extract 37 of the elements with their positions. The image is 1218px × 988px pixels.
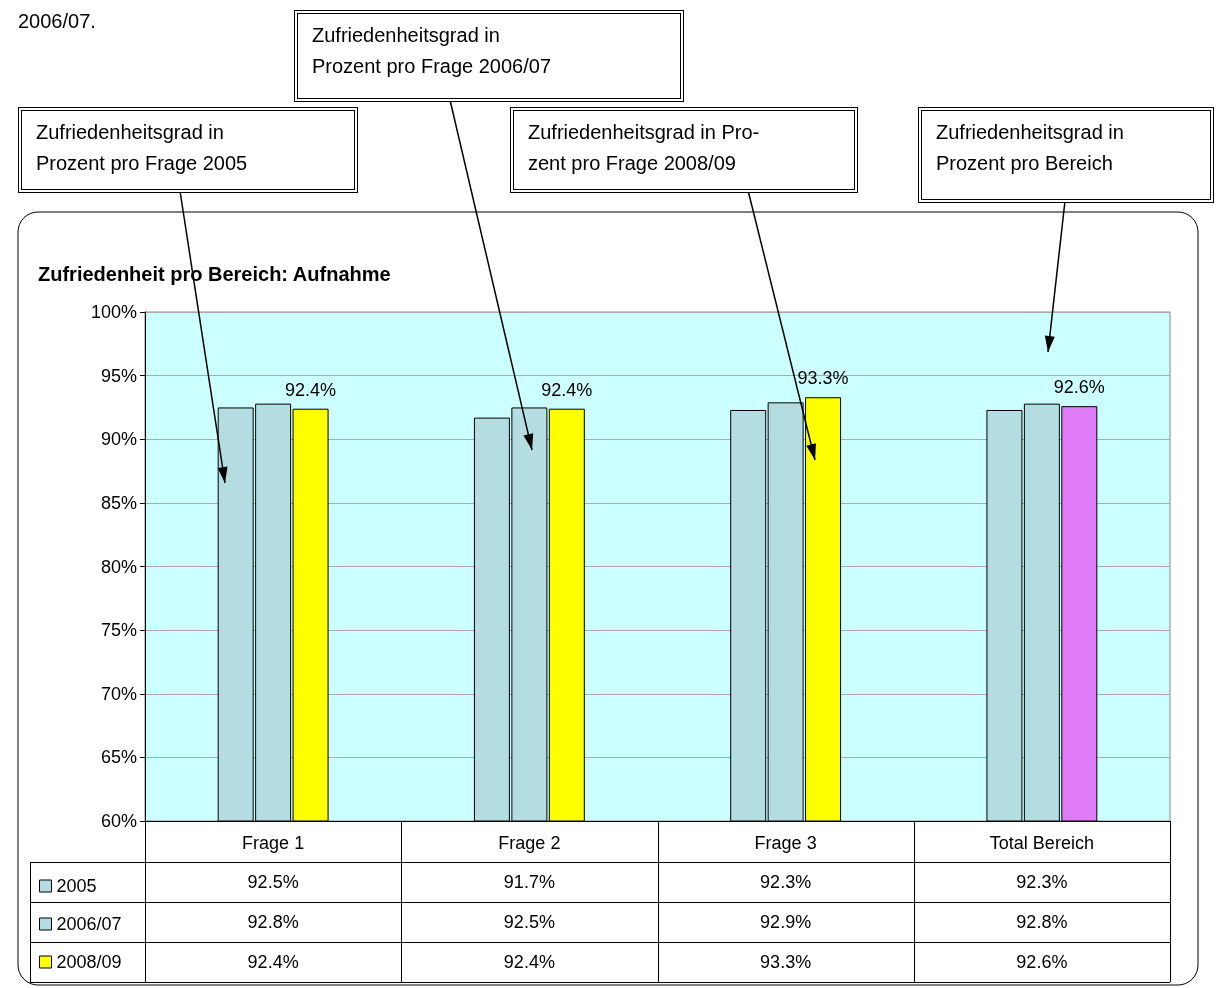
text: 92.6%	[1053, 377, 1105, 398]
y-tick-label: 80%	[100, 556, 137, 577]
legend-label: 2008/09	[56, 952, 122, 972]
text: 92.4%	[541, 379, 593, 400]
text: 92.4%	[285, 379, 337, 400]
text: 2006/07.	[18, 9, 96, 34]
text: 93.3%	[797, 368, 849, 389]
data-label: 92.8%	[247, 912, 299, 932]
data-label: 92.8%	[1016, 912, 1068, 932]
data-label: 91.7%	[503, 872, 555, 892]
y-tick-label: 85%	[100, 492, 137, 513]
data-label: 92.5%	[247, 872, 299, 892]
legend-label: 2006/07	[56, 914, 122, 934]
text: Zufriedenheitsgrad in Prozent pro Bereich	[918, 107, 1214, 203]
data-label: 92.3%	[760, 872, 812, 892]
data-label: 92.3%	[1016, 872, 1068, 892]
y-tick-label: 75%	[100, 620, 137, 641]
x-tick-label: Frage 1	[242, 833, 305, 853]
x-tick-label: Frage 2	[498, 833, 561, 853]
text: Zufriedenheitsgrad in Prozent pro Frage 2005	[18, 107, 358, 193]
x-tick-label: Total Bereich	[989, 833, 1094, 853]
x-tick-label: Frage 3	[754, 833, 817, 853]
data-label: 92.5%	[503, 912, 555, 932]
y-tick-label: 95%	[100, 365, 137, 386]
data-label: 93.3%	[760, 952, 812, 972]
data-label: 92.9%	[760, 912, 812, 932]
data-label: 92.4%	[247, 952, 299, 972]
y-tick-label: 100%	[90, 302, 137, 322]
y-tick-label: 90%	[100, 429, 137, 450]
legend-label: 2005	[56, 876, 97, 896]
y-tick-label: 65%	[100, 747, 137, 768]
data-label: 92.4%	[503, 952, 555, 972]
text: Zufriedenheitsgrad in Pro- zent pro Frage 2008/09	[510, 107, 858, 193]
data-label: 92.6%	[1016, 952, 1068, 972]
text: Zufriedenheitsgrad in Prozent pro Frage 2006/07	[294, 10, 684, 102]
y-tick-label: 60%	[100, 811, 137, 831]
y-tick-label: 70%	[100, 683, 137, 704]
